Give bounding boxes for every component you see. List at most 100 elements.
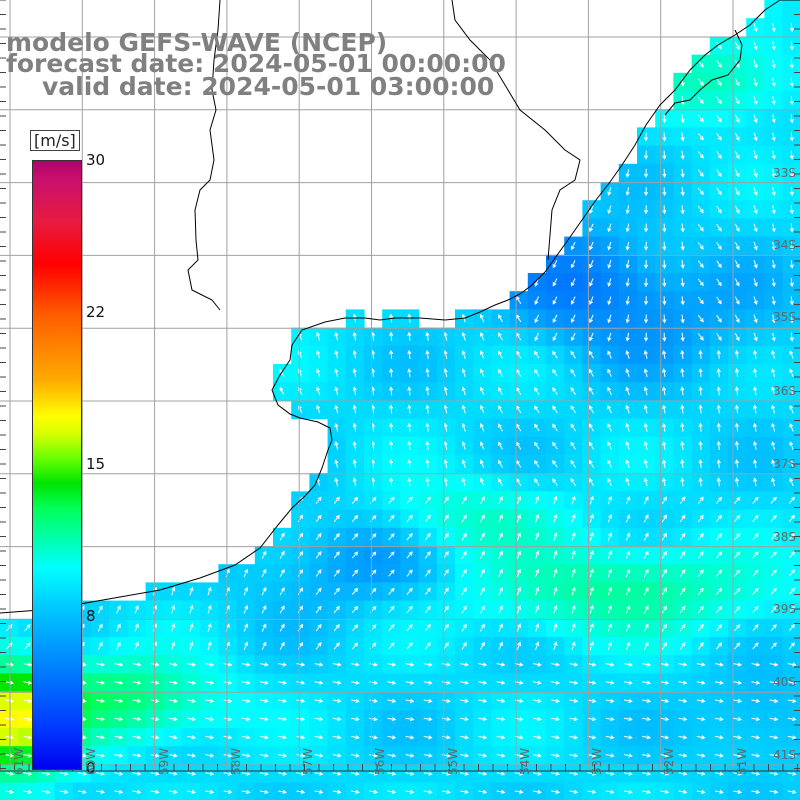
wind-arrow [478,771,488,776]
wind-arrow [734,241,740,251]
wind-arrow [350,735,360,740]
wind-arrow [96,698,106,703]
wind-arrow [607,404,612,414]
wind-arrow [333,551,340,559]
wind-arrow [279,568,285,578]
wind-arrow [532,662,542,667]
wind-arrow [607,296,612,306]
wind-arrow [351,533,359,541]
wind-arrow [314,698,324,703]
wind-arrow [369,789,379,794]
wind-arrow [753,278,758,287]
wind-arrow [189,641,194,651]
wind-arrow [770,514,777,523]
wind-arrow [588,405,594,414]
wind-arrow [770,551,777,559]
wind-arrow [662,314,667,324]
wind-arrow [625,422,630,432]
wind-arrow [751,753,761,758]
wind-arrow [662,278,667,288]
wind-arrow [642,753,652,758]
wind-arrow [625,459,630,469]
wind-arrow [733,753,743,758]
wind-arrow [734,78,740,87]
wind-arrow [753,459,758,469]
wind-arrow [662,168,667,178]
wind-arrow [479,605,485,614]
wind-arrow [207,641,212,651]
wind-arrow [623,753,633,758]
wind-arrow [425,349,430,359]
wind-arrow [405,789,415,794]
wind-arrow [642,680,652,685]
wind-arrow [678,735,688,740]
wind-arrow [443,422,448,432]
wind-arrow [607,205,612,215]
wind-arrow [569,753,579,758]
wind-arrow [405,753,415,758]
colorbar-tick-0: 0 [86,759,96,777]
wind-arrow [680,150,685,160]
wind-arrow [696,735,706,740]
wind-arrow [679,587,686,596]
wind-arrow [661,605,667,614]
wind-arrow [23,771,33,776]
wind-arrow [716,96,722,105]
wind-arrow [498,386,503,396]
wind-arrow [425,440,430,450]
wind-arrow [697,587,704,595]
wind-arrow [662,349,667,359]
wind-arrow [332,698,342,703]
wind-arrow [461,350,466,359]
wind-arrow [588,477,594,487]
wind-arrow [334,331,339,341]
wind-arrow [643,223,649,233]
wind-arrow [496,662,506,667]
wind-arrow [460,735,470,740]
wind-arrow [662,205,667,215]
wind-arrow [605,789,615,794]
wind-arrow [369,717,379,722]
wind-arrow [535,604,540,614]
wind-arrow [187,735,197,740]
wind-arrow [516,568,522,578]
wind-arrow [407,386,412,396]
wind-arrow [23,662,33,667]
wind-arrow [625,241,630,251]
wind-arrow [388,642,395,650]
wind-arrow [607,532,613,541]
wind-arrow [532,753,542,758]
model-title: modelo GEFS-WAVE (NCEP) [6,28,388,57]
wind-arrow [516,641,522,650]
wind-arrow [478,680,488,685]
wind-arrow [680,296,685,306]
wind-arrow [753,205,758,215]
wind-arrow [696,698,706,703]
wind-arrow [534,368,540,377]
wind-arrow [205,698,215,703]
wind-arrow [407,368,412,378]
wind-arrow [479,368,485,377]
wind-arrow [716,205,722,214]
wind-arrow [771,422,776,432]
wind-arrow [698,349,703,359]
wind-arrow [389,459,394,469]
wind-arrow [171,641,176,651]
wind-arrow [625,514,631,523]
wind-arrow [259,735,269,740]
wind-arrow [443,514,449,523]
wind-arrow [753,41,758,51]
wind-arrow [207,604,212,614]
wind-arrow [734,205,740,214]
wind-arrow [389,331,394,341]
wind-arrow [662,332,667,342]
wind-arrow [443,496,449,505]
wind-arrow [352,477,357,487]
wind-arrow [534,423,540,432]
wind-arrow [661,569,667,577]
wind-arrow [552,368,558,377]
wind-arrow [387,789,397,794]
wind-arrow [753,150,758,160]
wind-arrow [771,368,776,378]
wind-arrow [132,717,142,722]
